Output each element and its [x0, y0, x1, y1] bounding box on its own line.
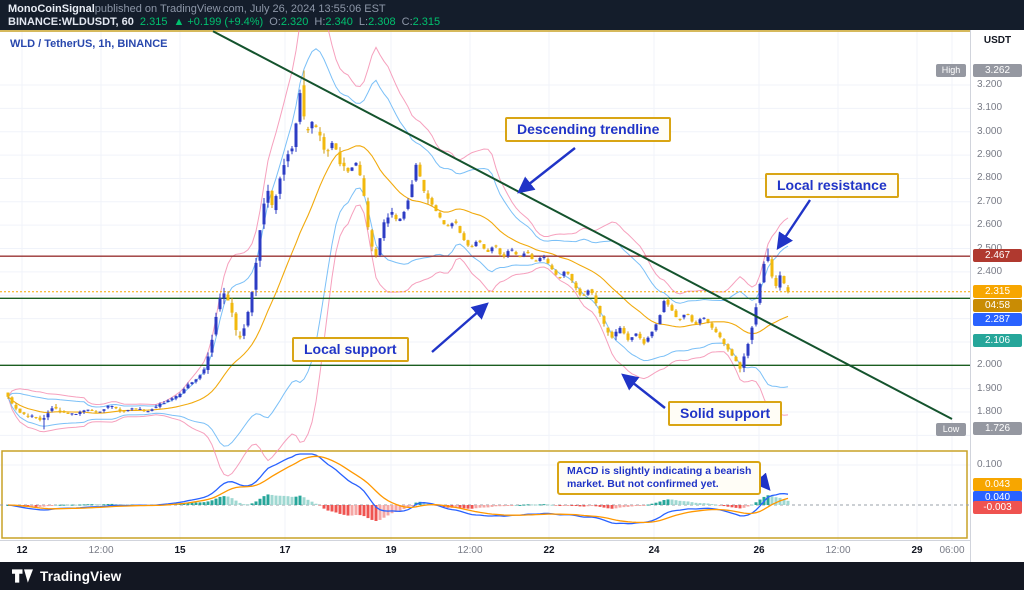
price-levels — [0, 255, 970, 367]
macd-note-line1: MACD is slightly indicating a bearish — [567, 465, 752, 477]
time-axis-label: 12 — [16, 545, 28, 556]
time-axis[interactable]: 12 12:00 15 17 19 12:00 22 24 26 12:00 29 06:00 — [0, 540, 970, 562]
time-axis-label: 22 — [543, 545, 555, 556]
time-axis-label: 26 — [753, 545, 765, 556]
low-value-badge: 1.726 — [973, 422, 1022, 436]
high-value-badge: 3.262 — [973, 63, 1022, 77]
callout-solid-support[interactable]: Solid support — [668, 401, 783, 426]
ohlc-high: H:2.340 — [314, 16, 353, 28]
price-axis-tick: 2.700 — [977, 195, 1003, 207]
callout-local-support[interactable]: Local support — [292, 337, 409, 362]
high-range-pill: High — [936, 64, 966, 78]
price-axis-tick: 3.100 — [977, 102, 1003, 114]
bar-countdown-badge: 04:58 — [973, 298, 1022, 312]
macd-note-line2: market. But not confirmed yet. — [567, 478, 719, 490]
ohlc-close: C:2.315 — [401, 16, 441, 28]
price-axis-tick: 2.400 — [977, 265, 1003, 277]
time-axis-label: 15 — [174, 545, 186, 556]
gold-frames — [0, 30, 970, 539]
price-axis-tick: 1.800 — [977, 406, 1003, 418]
symbol-info: BINANCE:WLDUSDT, 60 — [8, 16, 134, 28]
last-price-badge: 2.315 — [973, 284, 1022, 298]
time-axis-label: 12:00 — [825, 545, 851, 556]
time-axis-label: 24 — [648, 545, 660, 556]
resistance-price-badge: 2.467 — [973, 249, 1022, 263]
chart-canvas[interactable]: WLD / TetherUS, 1h, BINANCE Descending t… — [0, 30, 970, 540]
axis-currency-label: USDT — [983, 35, 1012, 46]
callout-macd-note[interactable]: MACD is slightly indicating a bearish ma… — [557, 461, 762, 495]
indicator-bands — [7, 30, 789, 477]
header-last-price: 2.315 — [139, 16, 168, 28]
macd-hist-badge: -0.003 — [973, 501, 1022, 515]
price-axis-tick: 2.900 — [977, 149, 1003, 161]
price-axis-tick: 2.600 — [977, 219, 1003, 231]
time-axis-label: 12:00 — [457, 545, 483, 556]
ma-blue-badge: 2.287 — [973, 312, 1022, 326]
descending-trendline — [212, 30, 953, 420]
callout-descending-trendline[interactable]: Descending trendline — [505, 117, 672, 142]
macd-pane — [0, 453, 970, 525]
chart-svg — [0, 30, 970, 540]
callout-local-resistance[interactable]: Local resistance — [765, 173, 899, 198]
price-axis-tick: 2.000 — [977, 359, 1003, 371]
time-axis-label: 06:00 — [939, 545, 965, 556]
time-axis-label: 19 — [385, 545, 397, 556]
publish-header: MonoCoinSignal published on TradingView.… — [0, 0, 1024, 30]
price-axis-tick: 2.500 — [977, 242, 1003, 254]
time-axis-label: 12:00 — [88, 545, 114, 556]
annotation-arrows — [431, 147, 811, 491]
macd-axis-tick: 0.100 — [977, 459, 1003, 470]
price-axis-tick: 1.900 — [977, 382, 1003, 394]
price-axis-tick: 3.000 — [977, 125, 1003, 137]
low-range-pill: Low — [936, 422, 966, 436]
macd-line-badge: 0.040 — [973, 491, 1022, 504]
macd-signal-badge: 0.043 — [973, 477, 1022, 491]
grid — [0, 30, 970, 540]
price-axis[interactable]: USDT 3.200 3.100 3.000 2.900 2.800 2.700 2.600… — [970, 30, 1024, 562]
price-change: ▲ +0.199 (+9.4%) — [173, 16, 264, 28]
symbol-watermark: WLD / TetherUS, 1h, BINANCE — [10, 38, 168, 50]
tradingview-wordmark[interactable]: TradingView — [40, 568, 122, 584]
candles — [6, 70, 790, 430]
price-axis-tick: 2.800 — [977, 172, 1003, 184]
ma-teal-badge: 2.106 — [973, 333, 1022, 347]
publish-info: published on TradingView.com, July 26, 2… — [94, 3, 386, 15]
price-axis-tick: 3.200 — [977, 79, 1003, 90]
publisher-name: MonoCoinSignal — [8, 3, 95, 15]
ohlc-open: O:2.320 — [269, 16, 309, 28]
footer-bar: TradingView — [0, 562, 1024, 590]
tradingview-logo-icon[interactable] — [12, 569, 33, 583]
time-axis-label: 17 — [279, 545, 291, 556]
ohlc-low: L:2.308 — [358, 16, 396, 28]
time-axis-label: 29 — [911, 545, 923, 556]
